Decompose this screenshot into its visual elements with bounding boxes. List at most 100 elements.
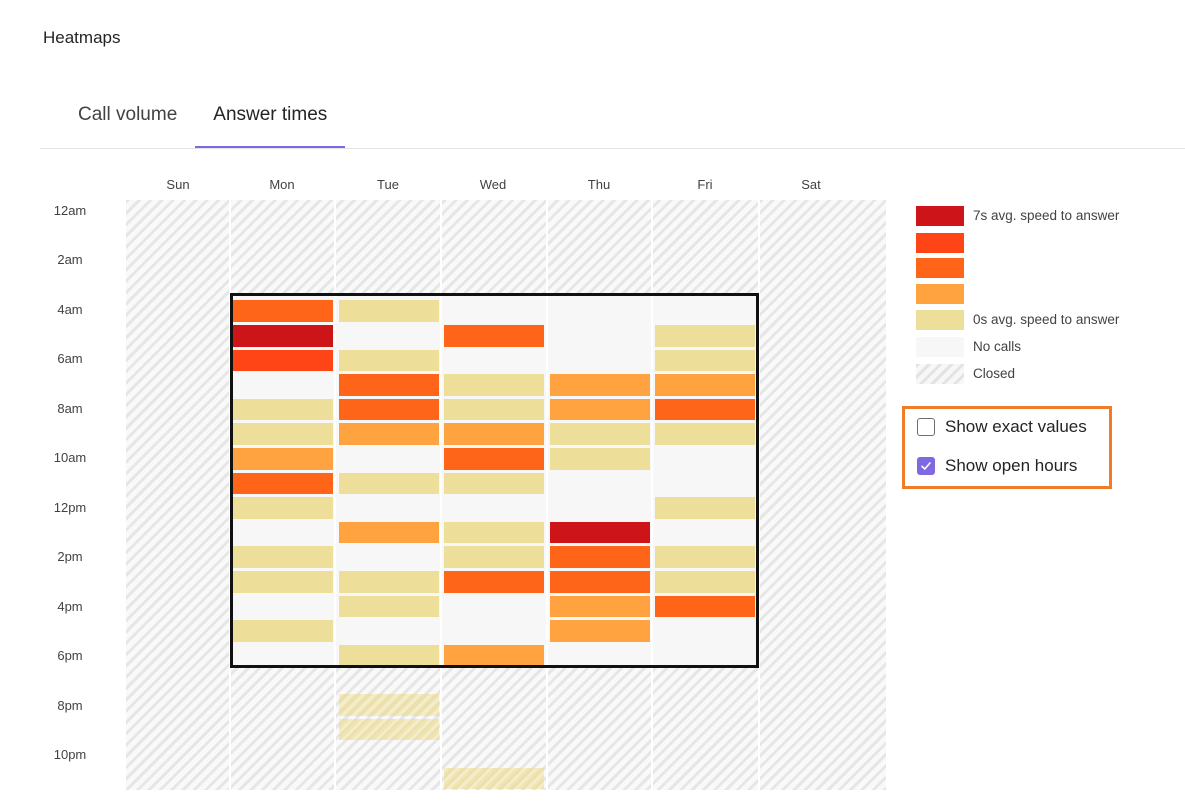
tab-bar: Call volume Answer times [60, 96, 346, 148]
heatmap-cell [655, 423, 755, 445]
heatmap-cell [550, 546, 650, 568]
show-exact-values-option[interactable]: Show exact values [917, 417, 1087, 437]
column-separator [229, 200, 231, 790]
heatmap-cell [444, 448, 544, 470]
heatmap-cell [233, 472, 333, 495]
legend-swatch [916, 284, 964, 304]
heatmap-cell [550, 398, 650, 421]
legend-swatch [916, 337, 964, 357]
day-label-wed: Wed [479, 177, 507, 192]
legend-item: Closed [916, 364, 1015, 384]
column-separator [758, 200, 760, 790]
legend-swatch [916, 233, 964, 253]
heatmap-cell [444, 325, 544, 347]
heatmap-cell [655, 398, 755, 421]
legend-item: No calls [916, 337, 1021, 357]
heatmap-cell [233, 546, 333, 568]
heatmap-cell [444, 571, 544, 593]
page-title: Heatmaps [43, 28, 121, 47]
time-label: 8am [57, 401, 83, 416]
legend-label: 7s avg. speed to answer [973, 208, 1120, 223]
heatmap-cell [339, 595, 439, 618]
heatmap-cell [339, 472, 439, 495]
heatmap-cell [444, 767, 544, 790]
legend-swatch [916, 364, 964, 384]
day-label-tue: Tue [377, 177, 399, 192]
day-label-sun: Sun [166, 177, 190, 192]
heatmap-cell [339, 644, 439, 667]
legend-item: 7s avg. speed to answer [916, 206, 1119, 226]
show-open-hours-checkbox[interactable] [917, 457, 935, 475]
heatmap-cell [233, 497, 333, 519]
time-label: 4am [57, 302, 83, 317]
heatmap-cell [655, 595, 755, 618]
show-exact-values-checkbox[interactable] [917, 418, 935, 436]
day-label-fri: Fri [697, 177, 713, 192]
heatmap-cell [550, 521, 650, 544]
tabs-divider [40, 148, 1185, 149]
heatmap-cell [444, 374, 544, 396]
day-label-mon: Mon [269, 177, 295, 192]
heatmap-cell [655, 546, 755, 568]
checkmark-icon [921, 462, 931, 470]
time-label: 8pm [57, 698, 83, 713]
legend-item: 0s avg. speed to answer [916, 310, 1119, 330]
heatmap-cell [550, 620, 650, 642]
heatmap-cell [550, 374, 650, 396]
time-label: 12pm [53, 500, 87, 515]
time-label: 6am [57, 351, 83, 366]
time-label: 2pm [57, 549, 83, 564]
column-separator [651, 200, 653, 790]
heatmap-cell [444, 644, 544, 667]
tab-answer-times[interactable]: Answer times [195, 96, 346, 148]
heatmap-cell [655, 571, 755, 593]
column-separator [334, 200, 336, 790]
heatmap-cell [339, 521, 439, 544]
legend-swatch [916, 310, 964, 330]
show-open-hours-option[interactable]: Show open hours [917, 456, 1077, 476]
heatmap-cell [233, 349, 333, 372]
options-panel: Show exact values Show open hours [902, 406, 1112, 489]
heatmap-cell [655, 497, 755, 519]
heatmap-cell [444, 472, 544, 495]
heatmap-cell [444, 521, 544, 544]
heatmap-cell [339, 398, 439, 421]
heatmap-cell [655, 374, 755, 396]
show-exact-values-label: Show exact values [945, 417, 1087, 436]
heatmap-cell [550, 571, 650, 593]
time-label: 4pm [57, 599, 83, 614]
heatmap-cell [444, 423, 544, 445]
heatmap-cell [339, 349, 439, 372]
heatmap-cell [233, 620, 333, 642]
column-separator [546, 200, 548, 790]
heatmap-cell [233, 398, 333, 421]
heatmap-cell [550, 423, 650, 445]
legend-label: Closed [973, 366, 1016, 381]
heatmap-cell [550, 595, 650, 618]
heatmap-cell [233, 423, 333, 445]
heatmap-cell [233, 571, 333, 593]
column-separator [440, 200, 442, 790]
time-label: 6pm [57, 648, 83, 663]
tab-call-volume[interactable]: Call volume [78, 104, 178, 125]
heatmap-cell [339, 571, 439, 593]
heatmap-cell [550, 448, 650, 470]
heatmap-cell [233, 300, 333, 322]
legend-label: No calls [973, 339, 1022, 354]
heatmap-cell [339, 718, 439, 741]
day-label-sat: Sat [801, 177, 821, 192]
heatmap-cell [655, 349, 755, 372]
heatmap-cell [233, 448, 333, 470]
time-label: 10am [53, 450, 87, 465]
heatmap-cell [339, 374, 439, 396]
day-label-thu: Thu [587, 177, 611, 192]
time-label: 10pm [53, 747, 87, 762]
heatmap-cell [233, 325, 333, 347]
legend-item [916, 284, 964, 304]
time-label: 2am [57, 252, 83, 267]
show-open-hours-label: Show open hours [945, 456, 1078, 475]
heatmap-cell [339, 694, 439, 716]
legend-label: 0s avg. speed to answer [973, 312, 1120, 327]
legend-swatch [916, 206, 964, 226]
time-label: 12am [53, 203, 87, 218]
